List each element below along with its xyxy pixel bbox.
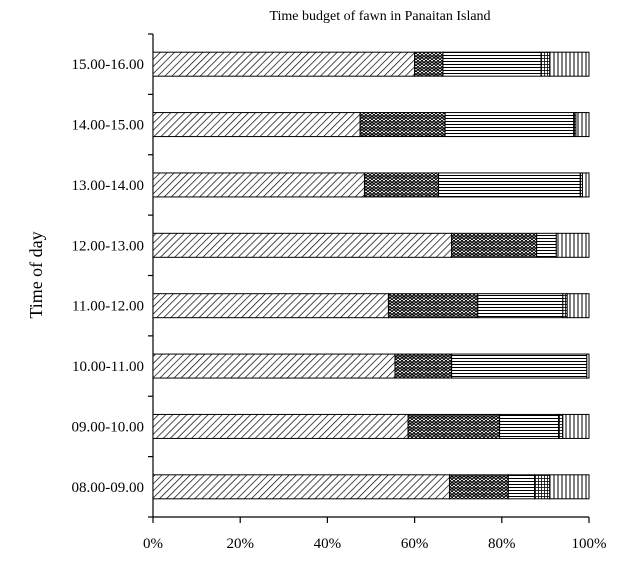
bar-segment [363,172,440,198]
category-label: 08.00-09.00 [72,480,145,496]
bar-segment [438,172,581,198]
bar-segment [444,112,575,138]
bar-segment [394,353,453,379]
bar-segment [387,293,479,319]
bar-segment [407,413,501,439]
bar-segment [451,232,538,258]
category-label: 09.00-10.00 [72,419,145,435]
bar-segment [442,51,542,77]
bar-segment [581,172,590,198]
bar-segment [536,232,557,258]
bar-segment [152,413,409,439]
bar-segment [477,293,564,319]
bar-segment [152,51,416,77]
bar-segment [414,51,444,77]
category-label: 13.00-14.00 [72,178,145,194]
bar-segment [562,413,590,439]
category-label: 14.00-15.00 [72,118,145,134]
bar-segment [448,474,509,500]
bar-segment [534,474,551,500]
bar-segment [549,51,590,77]
bar-segment [566,293,590,319]
bar-segment [451,353,588,379]
bar-segment [549,474,590,500]
bar-segment [540,51,551,77]
bar-segment [152,112,361,138]
x-tick-label: 60% [401,536,429,552]
bar-segment [152,232,453,258]
bar-segment [575,112,590,138]
category-label: 12.00-13.00 [72,238,145,254]
category-label: 15.00-16.00 [72,57,145,73]
bar-segment [507,474,535,500]
bar-segment [562,293,568,319]
x-tick-label: 40% [314,536,342,552]
x-tick-label: 80% [488,536,516,552]
y-axis-label: Time of day [26,231,46,318]
bar-segment [152,474,450,500]
bar-segment [359,112,446,138]
x-tick-label: 0% [143,536,163,552]
bar-segment [152,172,365,198]
plot-area: 0% 20% 40% 60% 80% 100% 15.00-16.00 14.00-15.00… [72,33,607,552]
bar-segment [152,353,396,379]
bar-segment [586,353,590,379]
bar-segment [555,232,590,258]
x-tick-label: 20% [226,536,254,552]
x-tick-label: 100% [572,536,607,552]
bar-segment [152,293,389,319]
category-label: 11.00-12.00 [72,299,144,315]
chart-title: Time budget of fawn in Panaitan Island [269,9,490,24]
category-label: 10.00-11.00 [72,359,144,375]
bar-segment [499,413,559,439]
bar-segment [557,413,564,439]
